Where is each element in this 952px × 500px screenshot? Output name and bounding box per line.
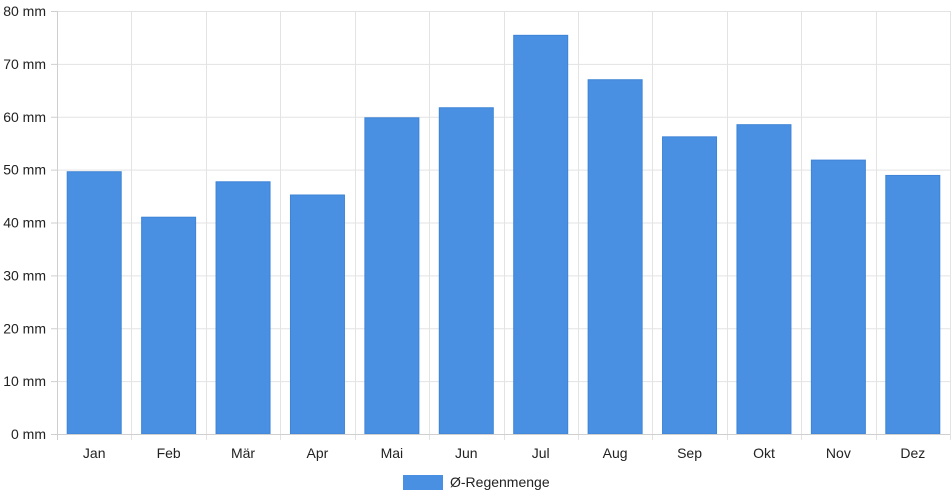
x-tick-label: Mai [381,445,404,461]
y-tick-label: 50 mm [3,162,46,178]
y-tick-label: 30 mm [3,267,46,283]
x-tick-label: Jan [83,445,106,461]
bar-mär[interactable] [215,181,271,435]
x-tick-label: Mär [231,445,255,461]
bar-dez[interactable] [885,174,941,435]
y-tick-label: 0 mm [11,426,46,442]
bar-apr[interactable] [289,194,345,435]
legend[interactable]: Ø-Regenmenge [403,474,550,490]
bar-jan[interactable] [66,171,122,435]
x-tick-label: Aug [603,445,628,461]
x-tick-label: Okt [753,445,775,461]
bar-aug[interactable] [587,79,643,435]
y-tick-label: 20 mm [3,320,46,336]
bar-okt[interactable] [736,124,792,435]
y-tick-label: 10 mm [3,373,46,389]
bar-feb[interactable] [141,216,197,435]
y-tick-label: 80 mm [3,3,46,19]
grid-lines [57,11,951,440]
x-tick-label: Nov [826,445,851,461]
bar-nov[interactable] [810,159,866,435]
bars [66,34,941,435]
x-tick-labels: Jan Feb Mär Apr Mai Jun Jul Aug Sep Okt Nov Dez [83,445,925,461]
legend-swatch [403,475,443,490]
y-tick-labels: 0 mm 10 mm 20 mm 30 mm 40 mm 50 mm 60 mm 70 mm 8… [3,3,46,442]
bar-jun[interactable] [438,107,494,435]
legend-label: Ø-Regenmenge [450,474,550,490]
axes [51,11,950,440]
bar-sep[interactable] [662,136,718,435]
y-tick-label: 60 mm [3,109,46,125]
x-tick-label: Sep [677,445,702,461]
x-tick-label: Jul [532,445,550,461]
x-tick-label: Apr [307,445,329,461]
x-tick-label: Dez [900,445,925,461]
x-tick-label: Jun [455,445,478,461]
y-tick-label: 70 mm [3,56,46,72]
bar-jul[interactable] [513,34,569,435]
y-tick-label: 40 mm [3,215,46,231]
x-tick-label: Feb [157,445,181,461]
bar-mai[interactable] [364,117,420,435]
